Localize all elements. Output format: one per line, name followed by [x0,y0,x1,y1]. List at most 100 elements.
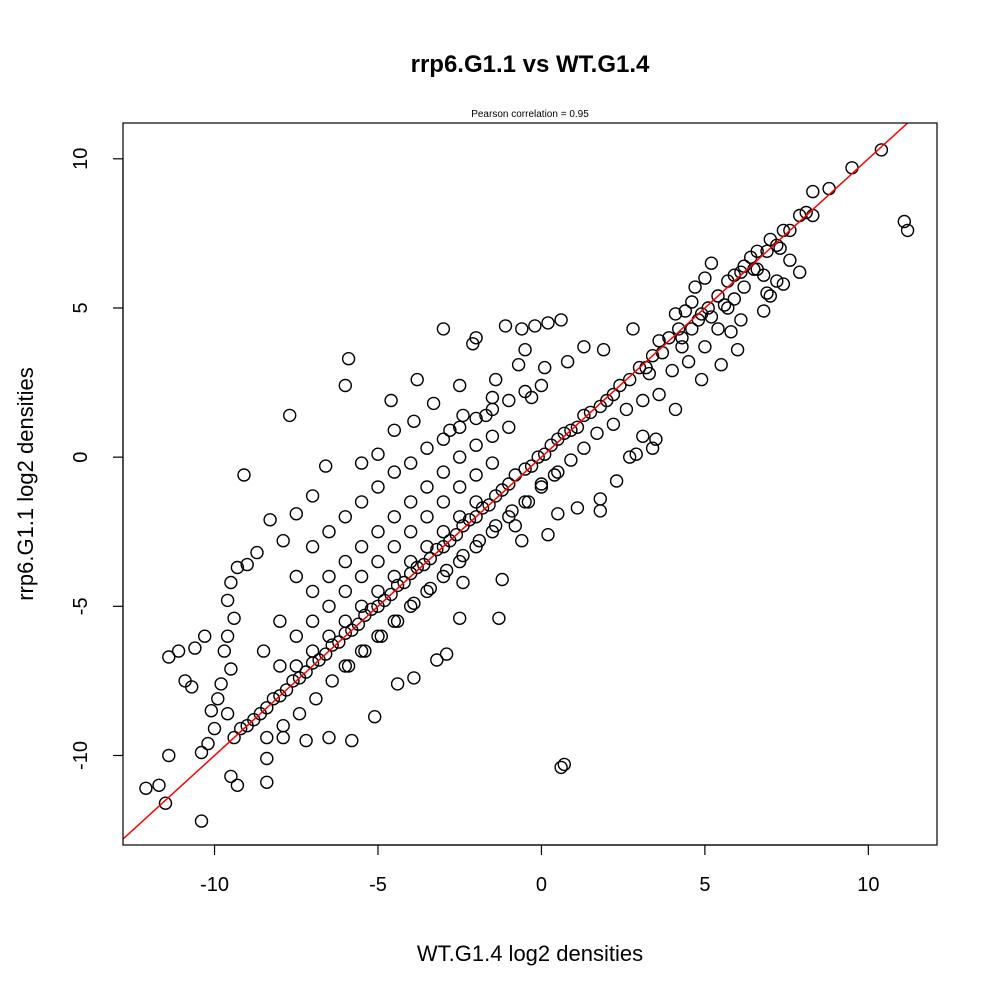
data-point [502,393,516,408]
data-point [518,384,532,399]
data-point [593,399,607,414]
data-point [220,707,235,721]
y-tick-label: -5 [70,597,92,615]
data-point [354,569,369,584]
data-point [776,277,791,291]
data-point [547,468,562,482]
data-point [606,417,621,431]
data-point [194,814,209,828]
data-point [897,214,911,229]
x-tick-label: -5 [369,874,387,896]
data-point [407,414,421,428]
y-tick-label: -10 [70,741,92,770]
data-point [354,644,369,658]
data-point [305,489,320,503]
data-point [286,674,300,688]
data-point [534,480,549,494]
y-tick-label: 5 [70,302,92,313]
data-point [711,322,725,336]
data-point [544,438,558,452]
data-point [358,644,372,658]
data-point [734,265,748,279]
data-point [694,372,709,387]
data-point [453,554,467,569]
data-point [371,447,385,461]
data-point [207,721,222,736]
data-point [407,671,421,685]
data-point [233,721,248,736]
data-point [469,411,483,426]
data-point [678,304,692,318]
data-point [511,358,526,372]
data-point [534,477,549,491]
data-point [541,316,555,330]
data-point [273,689,287,703]
data-point [220,629,235,643]
data-point [453,510,467,524]
data-point [645,441,660,455]
data-point [371,480,385,494]
data-point [773,241,787,256]
data-point [518,462,532,476]
data-point [518,343,532,357]
data-point [260,775,274,789]
data-point [515,534,529,548]
data-point [420,480,434,494]
data-point [289,507,303,521]
data-point [806,184,820,199]
data-point [521,495,536,509]
data-point [783,253,797,267]
chart-title: rrp6.G1.1 vs WT.G1.4 [411,51,650,78]
data-point [387,465,401,479]
data-point [227,730,241,745]
data-point [338,554,352,569]
data-point [632,360,647,375]
data-point [436,540,451,554]
data-point [266,692,281,706]
data-point [518,495,532,509]
data-point [489,489,503,503]
data-point [799,205,813,220]
data-point [390,614,405,628]
data-point [681,355,696,369]
data-point [289,569,303,584]
y-tick-label: 0 [70,452,92,463]
data-point [531,450,545,464]
data-point [645,349,660,363]
data-point [469,495,483,509]
y-tick-label: 10 [70,148,92,170]
data-point [737,280,751,294]
data-point [538,360,552,375]
y-axis-label: rrp6.G1.1 log2 densities [13,367,38,601]
data-point [305,584,320,599]
data-point [557,757,571,772]
data-point [482,498,496,512]
data-point [456,408,470,423]
data-point [685,322,699,336]
data-point [224,662,238,676]
data-point [305,644,320,658]
data-point [194,745,209,760]
data-point [613,378,627,393]
data-point [387,569,401,584]
data-point [368,710,382,724]
data-point [341,352,356,366]
data-point [652,334,666,348]
data-point [688,280,702,294]
data-point [642,366,656,381]
data-point [570,420,585,434]
data-point [793,265,807,279]
data-point [387,540,401,554]
data-point [623,450,637,464]
data-point [338,378,352,393]
data-point [420,510,434,524]
data-point [551,507,565,521]
data-point [874,143,889,157]
data-point [538,447,552,461]
data-point [453,450,467,464]
data-point [577,408,591,423]
data-point [227,611,241,625]
data-point [305,614,320,628]
x-tick-label: 0 [536,874,547,896]
